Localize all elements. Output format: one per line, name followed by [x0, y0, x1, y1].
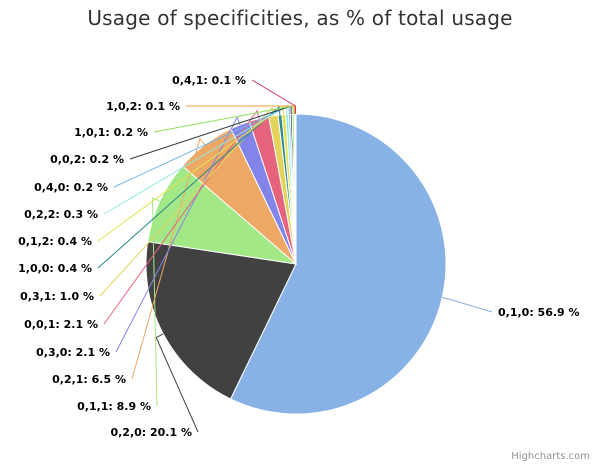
data-label-0-4-1: 0,4,1: 0.1 %: [172, 74, 246, 87]
data-label-0-1-2: 0,1,2: 0.4 %: [18, 235, 92, 248]
pie-slices: [145, 113, 447, 415]
data-label-0-2-2: 0,2,2: 0.3 %: [24, 208, 98, 221]
credits-link[interactable]: Highcharts.com: [511, 451, 590, 462]
data-label-1-0-1: 1,0,1: 0.2 %: [74, 126, 148, 139]
data-labels: 0,1,0: 56.9 % 0,2,0: 20.1 % 0,1,1: 8.9 % 0,…: [18, 74, 579, 439]
data-label-0-2-0: 0,2,0: 20.1 %: [110, 426, 192, 439]
connector-0-1-0: [442, 297, 493, 313]
label-connectors: [97, 79, 493, 433]
data-label-0-4-0: 0,4,0: 0.2 %: [34, 181, 108, 194]
chart-title: Usage of specificities, as % of total us…: [87, 6, 513, 30]
data-label-0-0-2: 0,0,2: 0.2 %: [50, 153, 124, 166]
data-label-0-3-1: 0,3,1: 1.0 %: [20, 290, 94, 303]
connector-0-1-1: [151, 197, 160, 407]
pie-slice-0-1-0[interactable]: [229, 113, 447, 415]
connector-1-0-0: [97, 105, 281, 269]
data-label-1-0-0: 1,0,0: 0.4 %: [18, 262, 92, 275]
pie-slice-0-2-0[interactable]: [145, 241, 297, 400]
data-label-1-0-2: 1,0,2: 0.1 %: [106, 100, 180, 113]
connector-0-2-1: [131, 137, 206, 380]
connector-0-3-0: [115, 116, 241, 353]
data-label-0-1-1: 0,1,1: 8.9 %: [77, 400, 151, 413]
data-label-0-2-1: 0,2,1: 6.5 %: [52, 373, 126, 386]
data-label-0-1-0: 0,1,0: 56.9 %: [498, 306, 580, 319]
connector-1-0-2: [186, 105, 296, 115]
connector-0-4-1: [251, 79, 296, 114]
data-label-0-0-1: 0,0,1: 2.1 %: [24, 318, 98, 331]
connector-0-2-0: [155, 333, 199, 433]
connector-0-0-1: [103, 109, 260, 325]
data-label-0-3-0: 0,3,0: 2.1 %: [36, 346, 110, 359]
